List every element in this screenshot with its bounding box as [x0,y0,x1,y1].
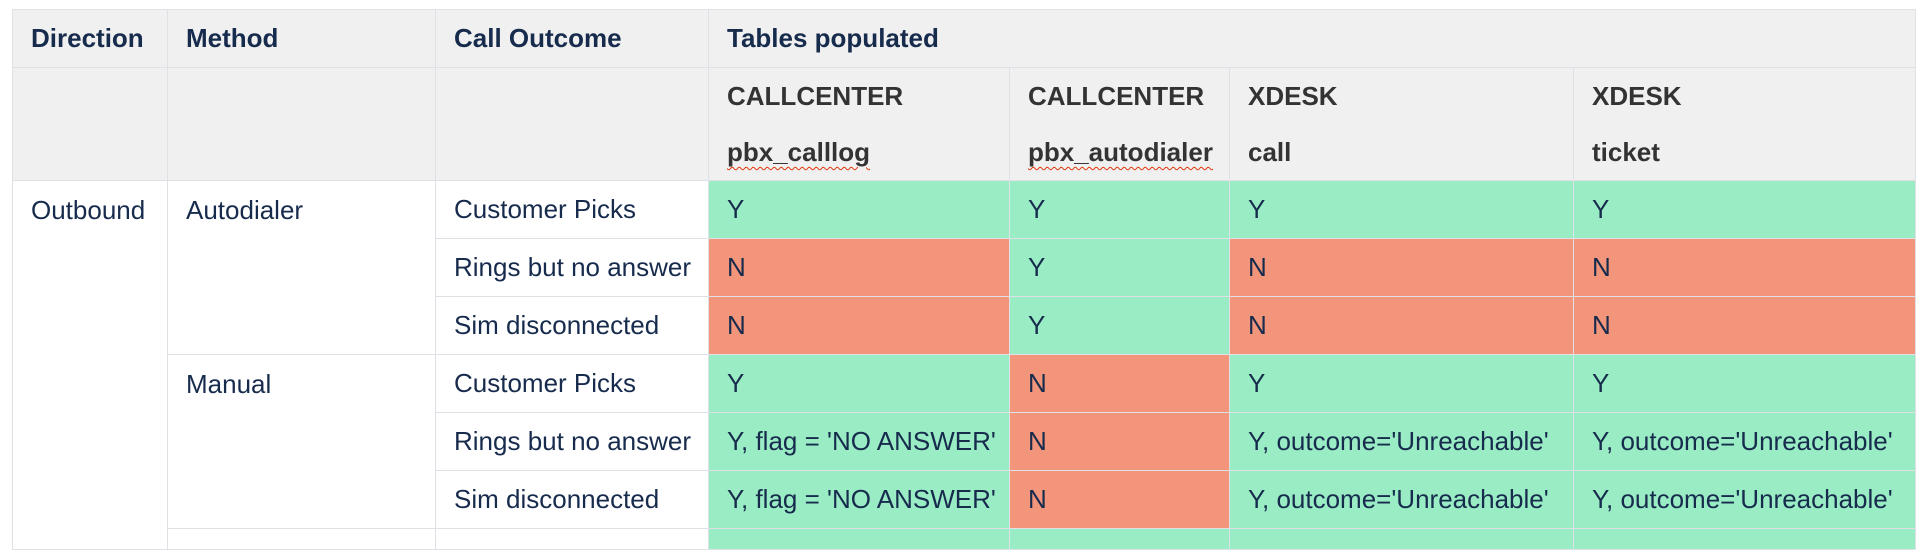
subheader-system: CALLCENTER [727,81,904,111]
value-cell: N [1573,238,1916,297]
value-cell: Y [1229,180,1574,239]
subheader-xdesk-ticket: XDESK ticket [1573,67,1916,181]
table-row: Manual Customer Picks Y N Y Y [13,354,1916,529]
outcome-cell: Customer Picks [435,180,709,239]
table-row: Rings but no answer N Y N N [13,238,1916,297]
value-cell: N [1009,354,1230,413]
table-row: Sim disconnected Y, flag = 'NO ANSWER' N… [13,470,1916,529]
value-cell: Y, flag = 'NO ANSWER' [708,470,1010,529]
empty-header-cell [435,67,709,181]
empty-cell [1573,528,1916,550]
value-cell: Y [1009,238,1230,297]
value-cell: N [1229,296,1574,355]
value-cell: Y, outcome='Unreachable' [1573,412,1916,471]
tables-populated-header: Tables populated [708,9,1916,68]
value-cell: N [1009,412,1230,471]
value-cell: N [708,296,1010,355]
table-row: Outbound Autodialer Customer Picks Y Y Y… [12,180,1916,550]
value-cell: Y [1009,296,1230,355]
subheader-table-name: pbx_autodialer [1028,137,1213,167]
value-cell: Y, flag = 'NO ANSWER' [708,412,1010,471]
outcome-cell: Sim disconnected [435,470,709,529]
method-header: Method [167,9,436,68]
subheader-row: CALLCENTER pbx_calllog CALLCENTER pbx_au… [12,67,1916,181]
subheader-system: XDESK [1592,81,1682,111]
empty-cell [167,528,436,550]
subheader-system: XDESK [1248,81,1338,111]
value-cell: Y [1573,354,1916,413]
direction-header: Direction [12,9,168,68]
direction-cell: Outbound [12,180,168,550]
empty-cell [1009,528,1230,550]
table-row-partial [13,528,1916,550]
outcome-cell: Sim disconnected [435,296,709,355]
value-cell: N [708,238,1010,297]
value-cell: Y [708,180,1010,239]
outcome-cell: Rings but no answer [435,412,709,471]
subheader-table-name: call [1248,137,1292,167]
method-cell: Autodialer [167,180,436,355]
call-outcome-table: Direction Method Call Outcome Tables pop… [12,9,1916,550]
call-outcome-header: Call Outcome [435,9,709,68]
value-cell: Y [1009,180,1230,239]
empty-cell [1229,528,1574,550]
subheader-system: CALLCENTER [1028,81,1205,111]
value-cell: Y [708,354,1010,413]
value-cell: N [1009,470,1230,529]
outcome-cell: Customer Picks [435,354,709,413]
empty-cell [435,528,709,550]
empty-header-cell [167,67,436,181]
outcome-cell: Rings but no answer [435,238,709,297]
header-row: Direction Method Call Outcome Tables pop… [12,9,1916,68]
subheader-pbx-calllog: CALLCENTER pbx_calllog [708,67,1010,181]
table-row: Rings but no answer Y, flag = 'NO ANSWER… [13,412,1916,471]
value-cell: Y [1573,180,1916,239]
subheader-xdesk-call: XDESK call [1229,67,1574,181]
method-cell: Manual [167,354,436,529]
subheader-pbx-autodialer: CALLCENTER pbx_autodialer [1009,67,1230,181]
value-cell: Y, outcome='Unreachable' [1573,470,1916,529]
value-cell: Y [1229,354,1574,413]
empty-cell [708,528,1010,550]
table-row: Sim disconnected N Y N N [13,296,1916,355]
value-cell: N [1229,238,1574,297]
value-cell: Y, outcome='Unreachable' [1229,412,1574,471]
subheader-table-name: pbx_calllog [727,137,871,167]
subheader-table-name: ticket [1592,137,1660,167]
empty-header-cell [12,67,168,181]
value-cell: N [1573,296,1916,355]
value-cell: Y, outcome='Unreachable' [1229,470,1574,529]
